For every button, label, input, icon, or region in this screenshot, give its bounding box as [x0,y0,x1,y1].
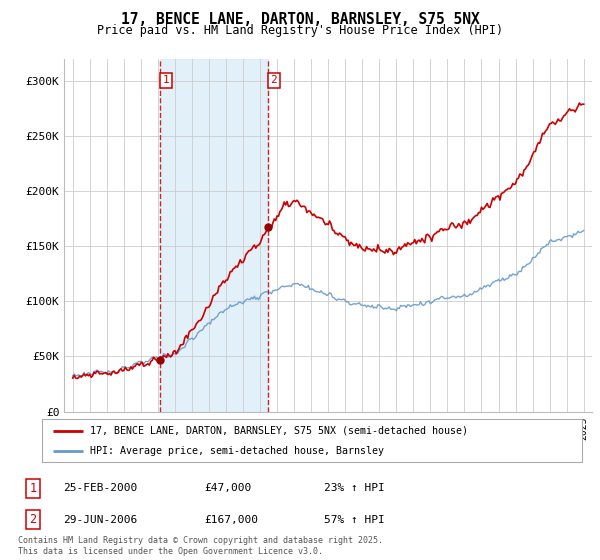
Bar [160,59,268,412]
Text: 2: 2 [29,513,37,526]
Text: 25-FEB-2000: 25-FEB-2000 [63,483,137,493]
Text: Price paid vs. HM Land Registry's House Price Index (HPI): Price paid vs. HM Land Registry's House … [97,24,503,37]
Text: 23% ↑ HPI: 23% ↑ HPI [324,483,385,493]
FancyBboxPatch shape [42,419,582,462]
Text: 29-JUN-2006: 29-JUN-2006 [63,515,137,525]
Text: 2: 2 [271,76,277,85]
Text: 1: 1 [163,76,169,85]
Text: £167,000: £167,000 [204,515,258,525]
Text: 57% ↑ HPI: 57% ↑ HPI [324,515,385,525]
Text: 17, BENCE LANE, DARTON, BARNSLEY, S75 5NX (semi-detached house): 17, BENCE LANE, DARTON, BARNSLEY, S75 5N… [89,426,467,436]
Text: Contains HM Land Registry data © Crown copyright and database right 2025.
This d: Contains HM Land Registry data © Crown c… [18,536,383,556]
Text: HPI: Average price, semi-detached house, Barnsley: HPI: Average price, semi-detached house,… [89,446,383,455]
Text: 1: 1 [29,482,37,495]
Text: 17, BENCE LANE, DARTON, BARNSLEY, S75 5NX: 17, BENCE LANE, DARTON, BARNSLEY, S75 5N… [121,12,479,27]
Text: £47,000: £47,000 [204,483,251,493]
